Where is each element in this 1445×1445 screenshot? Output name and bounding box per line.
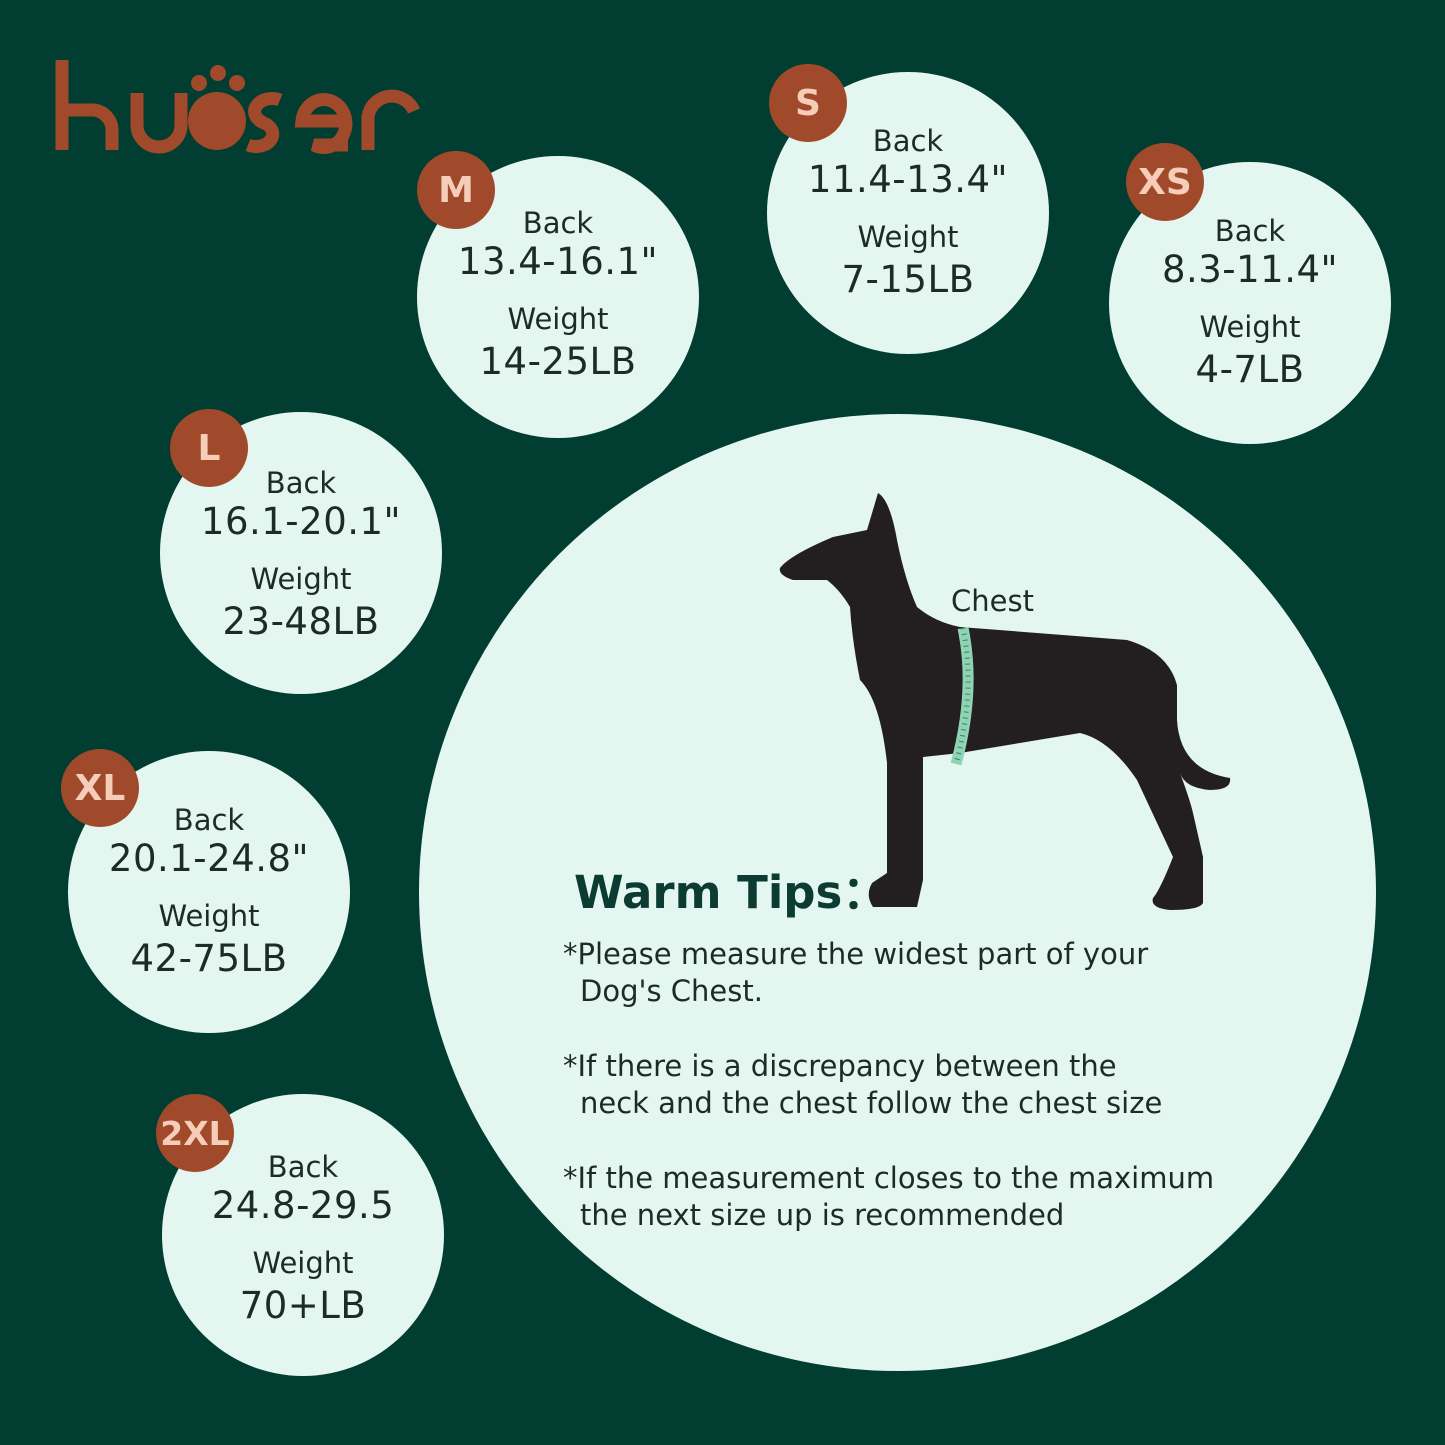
measuring-tape-icon xyxy=(950,626,974,766)
back-value: 11.4-13.4" xyxy=(807,158,1009,201)
chest-label: Chest xyxy=(951,584,1034,618)
back-label: Back xyxy=(173,803,245,837)
weight-value: 42-75LB xyxy=(130,937,288,980)
back-label: Back xyxy=(1214,214,1286,248)
weight-value: 7-15LB xyxy=(841,258,975,301)
size-badge-xs: XS xyxy=(1126,143,1204,221)
back-value: 20.1-24.8" xyxy=(108,837,310,880)
tip-2: *If there is a discrepancy between the ne… xyxy=(563,1049,1163,1120)
weight-label: Weight xyxy=(158,899,260,933)
back-value: 16.1-20.1" xyxy=(200,500,402,543)
tip-1: *Please measure the widest part of your D… xyxy=(563,937,1149,1008)
weight-label: Weight xyxy=(857,220,959,254)
weight-label: Weight xyxy=(250,562,352,596)
weight-value: 4-7LB xyxy=(1195,348,1305,391)
back-label: Back xyxy=(522,206,594,240)
back-label: Back xyxy=(265,466,337,500)
weight-value: 23-48LB xyxy=(222,600,380,643)
back-label: Back xyxy=(267,1150,339,1184)
size-badge-xl: XL xyxy=(61,749,139,827)
weight-label: Weight xyxy=(1199,310,1301,344)
size-badge-l: L xyxy=(170,409,248,487)
weight-value: 70+LB xyxy=(239,1284,367,1327)
kuoser-logo xyxy=(55,60,421,155)
size-badge-m: M xyxy=(417,151,495,229)
tip-3: *If the measurement closes to the maximu… xyxy=(563,1161,1215,1232)
weight-label: Weight xyxy=(507,302,609,336)
back-value: 13.4-16.1" xyxy=(457,240,659,283)
warm-tips-title: Warm Tips： xyxy=(574,866,888,919)
back-value: 8.3-11.4" xyxy=(1161,248,1339,291)
weight-value: 14-25LB xyxy=(479,340,637,383)
back-label: Back xyxy=(872,124,944,158)
back-value: 24.8-29.5 xyxy=(211,1184,395,1227)
size-badge-2xl: 2XL xyxy=(156,1094,234,1172)
size-badge-s: S xyxy=(769,64,847,142)
weight-label: Weight xyxy=(252,1246,354,1280)
